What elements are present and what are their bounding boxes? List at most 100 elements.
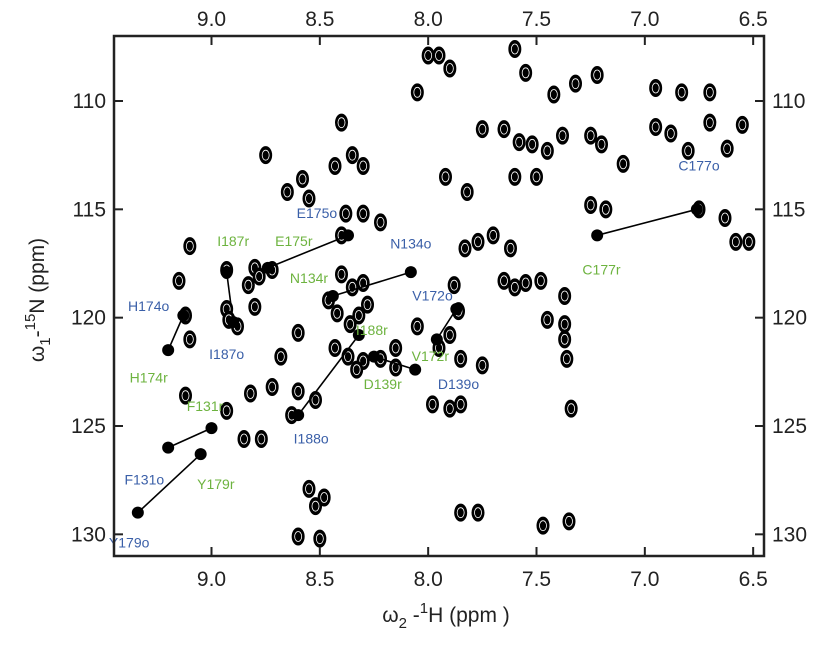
peak — [183, 330, 197, 349]
peak-label-v172o: V172o — [412, 287, 453, 303]
peak — [302, 189, 316, 208]
peak — [475, 356, 489, 375]
peak-contour — [677, 86, 686, 98]
peak-contour — [560, 290, 569, 302]
peak — [356, 157, 370, 175]
peak — [350, 360, 364, 379]
peak-contour — [532, 171, 541, 183]
y-tick-label-left: 120 — [71, 307, 106, 330]
peak-contour — [521, 67, 530, 79]
peak — [341, 347, 355, 366]
peak-contour — [240, 433, 248, 445]
peak — [471, 232, 485, 251]
peak-label-d139o: D139o — [438, 376, 479, 392]
peak-contour — [463, 186, 472, 198]
peak — [649, 79, 663, 97]
peak — [540, 141, 554, 160]
peak — [729, 232, 743, 251]
connector-line-v172 — [436, 308, 458, 340]
peak — [443, 399, 457, 418]
peak-label-c177r: C177r — [582, 261, 620, 277]
x-axis-label: ω2 -1H (ppm ) — [382, 600, 510, 632]
peak-contour — [305, 483, 313, 495]
y-tick-label-right: 120 — [772, 307, 807, 330]
peak — [475, 120, 489, 139]
y-tick-label-left: 110 — [73, 90, 106, 113]
peak-contour — [337, 117, 346, 129]
peak-contour — [255, 271, 264, 282]
peak-contour — [456, 353, 465, 365]
peak — [735, 115, 749, 134]
peak-contour — [510, 281, 519, 293]
peak-contour — [391, 342, 400, 354]
peak-labels: C177o C177r E175o E175r I187r N134o N134r V172o… — [109, 157, 720, 550]
x-tick-label-top: 6.5 — [739, 8, 768, 31]
peak — [248, 297, 262, 316]
peak — [560, 349, 574, 368]
x-tick-label-top: 7.0 — [630, 8, 659, 31]
peak-contour — [474, 236, 482, 248]
peak-contour — [601, 203, 610, 215]
peak — [536, 516, 550, 535]
peak-label-n134r: N134r — [290, 270, 328, 286]
peak — [443, 59, 457, 78]
peak-label-i187r: I187r — [217, 233, 249, 249]
peak — [244, 384, 257, 403]
peak-contour — [515, 136, 524, 148]
peak — [471, 503, 485, 522]
peak — [508, 40, 522, 58]
peak-contour — [424, 50, 433, 61]
peak-contour — [549, 89, 558, 100]
peak-contour — [723, 143, 732, 155]
peak-contour — [315, 533, 324, 545]
peak-contour — [506, 242, 515, 254]
peak-contour — [294, 327, 303, 339]
peak-contour — [311, 500, 320, 512]
peak — [439, 167, 452, 186]
x-tick-label-bottom: 8.0 — [414, 568, 443, 591]
peak — [172, 271, 186, 290]
peak-contour — [450, 279, 459, 291]
peak — [454, 349, 468, 368]
peak — [356, 204, 370, 223]
peak — [540, 310, 554, 329]
x-tick-label-bottom: 7.0 — [630, 568, 659, 591]
peak-contour — [352, 364, 361, 376]
y-tick-label-right: 130 — [772, 523, 807, 546]
y-tick-label-left: 115 — [73, 198, 106, 221]
peak — [421, 46, 435, 65]
y-tick-label-left: 130 — [71, 523, 106, 546]
connector-line-i187 — [225, 272, 234, 323]
peak-contour — [562, 353, 571, 365]
peak — [352, 306, 366, 325]
peak-contour — [441, 171, 450, 183]
peak-contour — [478, 359, 487, 371]
peak-contour — [543, 314, 552, 326]
peak — [703, 83, 717, 102]
peak-contour — [348, 149, 357, 161]
x-tick-label-top: 8.0 — [414, 8, 443, 31]
peak-contour — [246, 388, 255, 399]
y-tick-label-left: 125 — [71, 415, 106, 438]
peak — [590, 66, 604, 84]
peak-contour — [320, 492, 329, 503]
peak-contour — [244, 279, 253, 291]
peak — [265, 378, 279, 396]
peak — [280, 183, 294, 201]
y-tick-label-right: 125 — [772, 415, 807, 438]
connector-line-e175 — [267, 234, 349, 269]
peak — [504, 239, 517, 258]
axis-ticks: 9.0 9.0 8.5 8.5 8.0 8.0 7.5 7.5 7.0 7.0 6.5 6.5 110 1… — [71, 8, 807, 591]
peak-label-v172r: V172r — [412, 348, 450, 364]
peak-contour — [586, 199, 595, 211]
connector-lines — [137, 208, 698, 514]
peak-contour — [185, 333, 194, 345]
peak-label-h174r: H174r — [130, 370, 168, 386]
peak — [220, 401, 234, 420]
peak-contour — [510, 43, 519, 55]
peak-label-e175r: E175r — [275, 233, 313, 249]
peak-contour — [268, 381, 277, 393]
peak-contour — [276, 351, 285, 363]
peak-contour — [597, 138, 606, 150]
peak — [237, 430, 251, 448]
